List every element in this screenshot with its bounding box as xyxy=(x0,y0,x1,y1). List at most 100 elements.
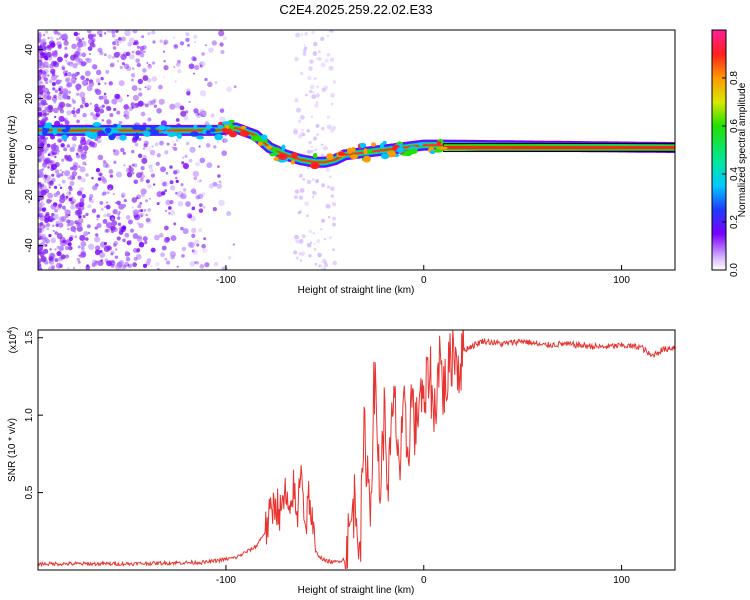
colorbar-tick-label: 0.4 xyxy=(729,167,740,181)
noise-speckle xyxy=(54,208,58,213)
noise-speckle xyxy=(131,78,134,82)
noise-speckle xyxy=(140,212,145,217)
noise-speckle xyxy=(140,188,147,195)
noise-speckle xyxy=(96,69,102,76)
noise-speckle xyxy=(90,112,94,116)
noise-speckle xyxy=(306,179,312,185)
noise-speckle xyxy=(310,115,313,118)
noise-speckle xyxy=(194,41,197,44)
noise-speckle xyxy=(169,251,176,258)
noise-speckle xyxy=(40,99,47,106)
spectrogram-y-label: Frequency (Hz) xyxy=(7,116,18,185)
ridge-blob xyxy=(112,123,118,128)
noise-speckle xyxy=(58,245,64,252)
snr-x-tick-label: 100 xyxy=(613,575,630,586)
noise-speckle xyxy=(296,107,301,113)
noise-speckle xyxy=(318,264,323,268)
ridge-blob xyxy=(438,146,448,150)
noise-speckle xyxy=(323,85,329,91)
noise-speckle xyxy=(53,30,59,35)
noise-speckle xyxy=(306,149,311,154)
noise-speckle xyxy=(122,238,126,243)
noise-speckle xyxy=(219,42,224,47)
noise-speckle xyxy=(48,218,53,222)
noise-speckle xyxy=(94,245,101,251)
noise-speckle xyxy=(212,207,217,212)
noise-speckle xyxy=(328,65,334,71)
ridge-blob xyxy=(250,135,261,142)
noise-speckle xyxy=(332,216,337,221)
ridge-blob xyxy=(326,153,334,160)
noise-speckle xyxy=(120,53,127,61)
noise-speckle xyxy=(181,246,187,251)
noise-speckle xyxy=(84,70,91,77)
noise-speckle xyxy=(51,74,58,81)
noise-speckle xyxy=(99,105,104,110)
noise-speckle xyxy=(184,31,190,36)
noise-speckle xyxy=(132,209,139,216)
noise-speckle xyxy=(192,249,198,256)
noise-speckle xyxy=(232,243,235,246)
noise-speckle xyxy=(129,54,135,60)
noise-speckle xyxy=(111,220,118,227)
noise-speckle xyxy=(320,153,325,158)
noise-speckle xyxy=(38,102,41,106)
noise-speckle xyxy=(69,180,75,186)
noise-speckle xyxy=(147,31,151,36)
snr-x-tick-label: -100 xyxy=(216,575,236,586)
noise-speckle xyxy=(119,40,123,44)
noise-speckle xyxy=(122,62,125,65)
noise-speckle xyxy=(54,89,58,93)
noise-speckle xyxy=(91,176,94,180)
noise-speckle xyxy=(320,143,324,146)
noise-speckle xyxy=(329,30,335,33)
noise-speckle xyxy=(85,57,90,62)
noise-speckle xyxy=(76,47,81,52)
noise-speckle xyxy=(123,63,130,69)
noise-speckle xyxy=(59,186,63,190)
noise-speckle xyxy=(303,44,306,47)
ridge-blob xyxy=(363,155,371,163)
noise-speckle xyxy=(180,110,187,117)
noise-speckle xyxy=(58,216,65,223)
noise-speckle xyxy=(105,201,109,204)
noise-speckle xyxy=(67,177,70,180)
noise-speckle xyxy=(57,203,63,208)
noise-speckle xyxy=(60,216,67,222)
noise-speckle xyxy=(63,117,68,122)
noise-speckle xyxy=(146,84,152,90)
noise-speckle xyxy=(132,262,137,268)
noise-speckle xyxy=(214,81,218,85)
noise-speckle xyxy=(39,215,45,221)
noise-speckle xyxy=(193,176,197,181)
noise-speckle xyxy=(140,171,144,175)
noise-speckle xyxy=(158,201,161,204)
noise-speckle xyxy=(158,98,165,105)
noise-speckle xyxy=(147,100,153,106)
noise-speckle xyxy=(313,247,317,251)
noise-speckle xyxy=(119,65,123,70)
noise-speckle xyxy=(61,193,65,196)
noise-speckle xyxy=(299,188,305,193)
noise-speckle xyxy=(112,209,118,215)
noise-speckle xyxy=(217,165,220,168)
noise-speckle xyxy=(133,163,138,168)
noise-speckle xyxy=(327,216,331,219)
noise-speckle xyxy=(49,42,56,48)
noise-speckle xyxy=(69,174,76,181)
noise-speckle xyxy=(88,141,95,148)
noise-speckle xyxy=(64,254,70,259)
noise-speckle xyxy=(38,212,41,217)
noise-speckle xyxy=(182,163,190,170)
noise-speckle xyxy=(70,225,77,232)
noise-speckle xyxy=(226,211,232,217)
noise-speckle xyxy=(162,50,166,53)
ridge-blob xyxy=(150,129,160,136)
noise-speckle xyxy=(105,244,112,251)
noise-speckle xyxy=(86,224,91,229)
noise-speckle xyxy=(49,159,55,166)
noise-speckle xyxy=(101,104,105,108)
noise-speckle xyxy=(79,186,84,192)
noise-speckle xyxy=(301,129,304,132)
noise-speckle xyxy=(145,217,151,223)
